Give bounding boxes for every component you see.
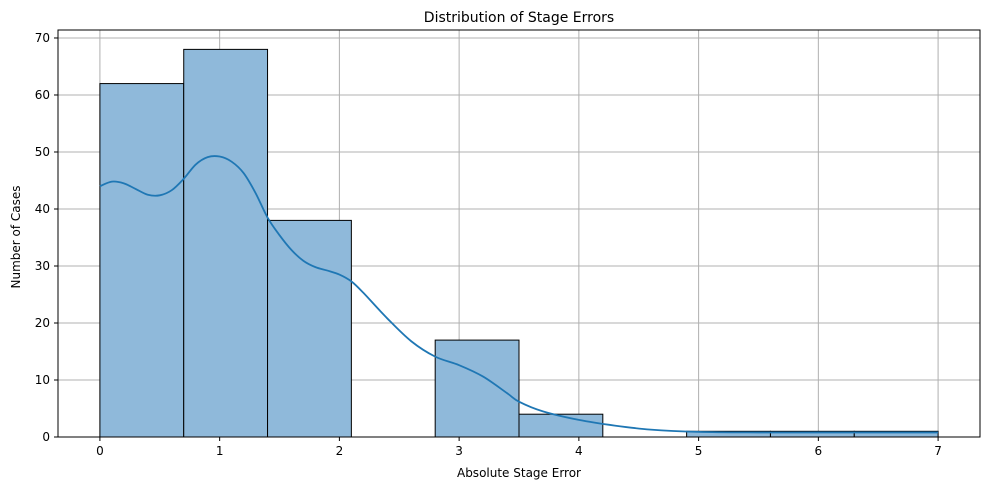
plot-area: 0 1 2 3 4 5 6 7 0 10 20 30 40 50 60 70 [35, 29, 981, 458]
histogram-bars [99, 48, 939, 438]
histogram-bar-5 [518, 413, 604, 438]
y-tick-label: 20 [35, 316, 50, 330]
x-tick-label: 1 [216, 444, 224, 458]
histogram-bar-1 [183, 48, 269, 438]
y-tick-label: 60 [35, 88, 50, 102]
y-tick-label: 10 [35, 373, 50, 387]
x-tick-label: 0 [96, 444, 104, 458]
x-tick-label: 7 [934, 444, 942, 458]
kde-curve [99, 155, 939, 434]
y-tick-label: 40 [35, 202, 50, 216]
x-tick-label: 5 [695, 444, 703, 458]
histogram-bar-0 [99, 83, 185, 438]
kde-layer [99, 155, 939, 434]
y-tick-label: 30 [35, 259, 50, 273]
x-tick-label: 3 [455, 444, 463, 458]
x-tick-label: 2 [336, 444, 344, 458]
y-axis-ticks: 0 10 20 30 40 50 60 70 [35, 31, 58, 444]
histogram-bar-4 [434, 339, 520, 438]
x-tick-label: 6 [815, 444, 823, 458]
y-tick-label: 70 [35, 31, 50, 45]
x-axis-label: Absolute Stage Error [457, 466, 581, 480]
x-axis-ticks: 0 1 2 3 4 5 6 7 [96, 437, 942, 458]
x-tick-label: 4 [575, 444, 583, 458]
y-tick-label: 50 [35, 145, 50, 159]
y-tick-label: 0 [42, 430, 50, 444]
y-axis-label: Number of Cases [9, 185, 23, 288]
axes-frame [57, 29, 981, 438]
histogram-bar-2 [267, 219, 352, 438]
chart-title: Distribution of Stage Errors [424, 10, 614, 26]
